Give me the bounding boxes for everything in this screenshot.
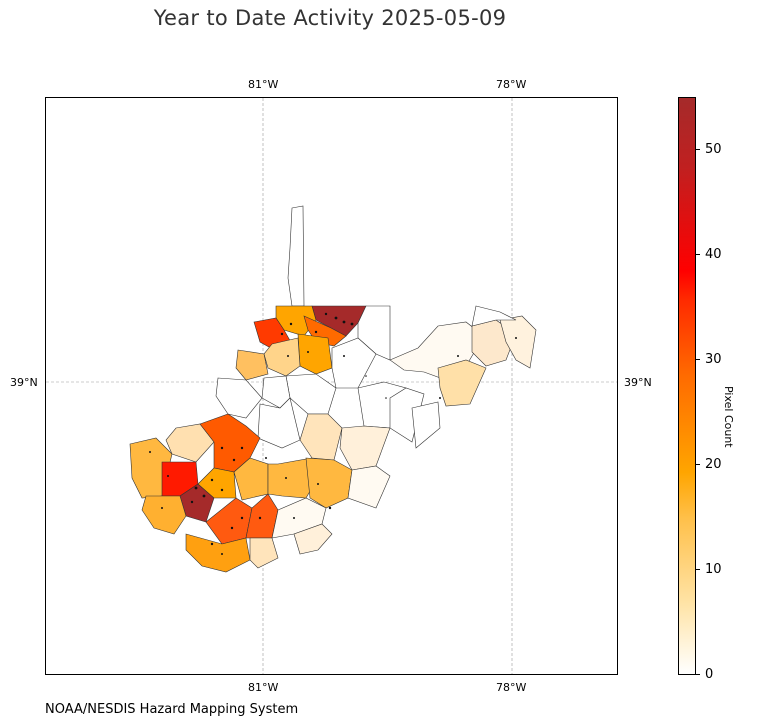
colorbar-label-40: 40 [705, 247, 722, 262]
colorbar-tick-50 [696, 149, 700, 150]
county-hardy [437, 359, 487, 407]
lon-label-bottom-81: 81°W [248, 681, 279, 694]
county-webster [339, 425, 391, 471]
detection-points [149, 312, 517, 555]
county-panhandle [287, 205, 305, 307]
lat-label-left: 39°N [10, 376, 38, 389]
county-pocahontas [347, 465, 391, 509]
county-mercer [249, 537, 279, 569]
county-greenbrier [305, 457, 353, 509]
colorbar-label-30: 30 [705, 352, 722, 367]
county-mcdowell [185, 533, 251, 573]
county-monroe [293, 523, 333, 555]
colorbar-label-10: 10 [705, 562, 722, 577]
county-mingo [141, 495, 187, 535]
colorbar-tick-10 [696, 569, 700, 570]
colorbar-tick-30 [696, 359, 700, 360]
map-panel [45, 97, 618, 675]
county-berkeley [499, 315, 537, 369]
county-braxton [299, 413, 343, 461]
colorbar-tick-40 [696, 254, 700, 255]
colorbar-tick-20 [696, 464, 700, 465]
lat-label-right: 39°N [624, 376, 652, 389]
colorbar-tick-0 [696, 674, 700, 675]
lon-label-bottom-78: 78°W [496, 681, 527, 694]
colorbar-label-0: 0 [705, 667, 714, 682]
colorbar-title: Pixel Count [722, 386, 735, 448]
county-morgan [471, 305, 517, 327]
county-taylor [297, 333, 333, 375]
west-virginia-map [46, 98, 617, 674]
county-boone [197, 467, 237, 499]
chart-title: Year to Date Activity 2025-05-09 [153, 6, 507, 30]
county-ritchie [235, 349, 269, 381]
colorbar [678, 97, 696, 675]
county-upshur [285, 373, 337, 415]
county-pocahontas-n [411, 401, 441, 449]
county-wyoming [205, 497, 253, 545]
county-roane [215, 377, 263, 419]
lon-label-top-81: 81°W [248, 78, 279, 91]
source-credit: NOAA/NESDIS Hazard Mapping System [45, 702, 299, 717]
colorbar-label-20: 20 [705, 457, 722, 472]
lon-label-top-78: 78°W [496, 78, 527, 91]
colorbar-label-50: 50 [705, 142, 722, 157]
